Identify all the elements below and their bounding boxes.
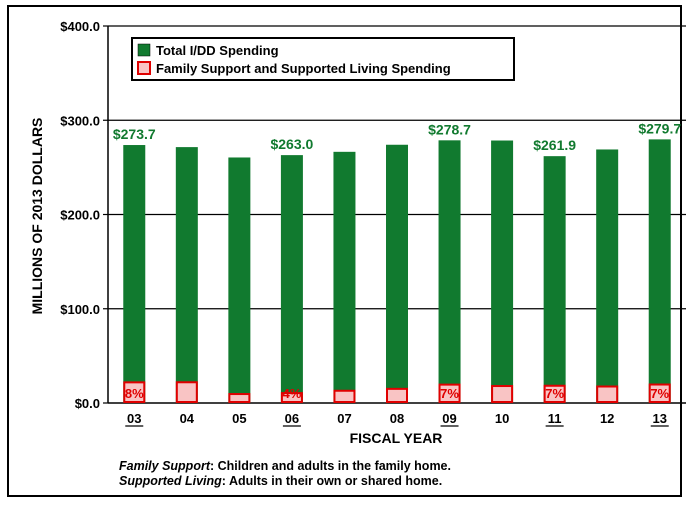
x-tick-label-07: 07 — [337, 411, 351, 426]
bar-family-support-05 — [228, 393, 251, 404]
y-tick-label: $400.0 — [60, 19, 100, 34]
x-tick-label-05: 05 — [232, 411, 246, 426]
x-tick-label-12: 12 — [600, 411, 614, 426]
bar-total-10 — [491, 140, 514, 404]
x-axis-title: FISCAL YEAR — [350, 430, 443, 446]
pct-label-06: 4% — [283, 386, 302, 401]
bar-total-09 — [438, 140, 461, 403]
footnote-term-family-support: Family Support — [119, 459, 210, 473]
footnote-text-family-support: : Children and adults in the family home… — [209, 459, 451, 473]
x-tick-label-06: 06 — [285, 411, 299, 426]
bar-family-support-03 — [123, 381, 146, 404]
x-tick-label-04: 04 — [180, 411, 195, 426]
bar-family-support-04 — [175, 381, 198, 404]
bar-total-12 — [596, 149, 619, 403]
pct-label-13: 7% — [650, 386, 669, 401]
footnote-text-supported-living: : Adults in their own or shared home. — [221, 474, 443, 488]
bar-family-support-12 — [596, 385, 619, 404]
value-label-06: $263.0 — [270, 136, 313, 152]
legend-swatch-total — [137, 43, 151, 57]
pct-label-11: 7% — [545, 386, 564, 401]
labels: $0.0 $100.0 $200.0 $300.0 $400.0 03 04 05 06 07 08… — [60, 19, 681, 427]
bar-family-support-10 — [491, 385, 514, 404]
value-label-11: $261.9 — [533, 137, 576, 153]
y-tick-label: $100.0 — [60, 302, 100, 317]
x-tick-label-03: 03 — [127, 411, 141, 426]
x-tick-label-13: 13 — [652, 411, 666, 426]
bar-total-08 — [386, 144, 408, 403]
legend-swatch-family-support — [137, 61, 151, 75]
legend-box — [131, 37, 515, 81]
legend: Total I/DD Spending Family Support and S… — [131, 37, 515, 81]
legend-label-total: Total I/DD Spending — [156, 43, 279, 58]
bar-total-04 — [175, 147, 198, 403]
bars — [123, 139, 671, 404]
bar-family-support-11 — [543, 384, 566, 404]
bar-family-support-09 — [438, 383, 461, 403]
footnote: Family Support: Children and adults in t… — [119, 459, 451, 489]
bar-family-support-07 — [333, 389, 356, 403]
bar-total-03 — [123, 145, 146, 403]
pct-label-09: 7% — [440, 386, 459, 401]
bar-total-05 — [228, 157, 251, 403]
value-label-09: $278.7 — [428, 121, 471, 137]
y-tick-label: $0.0 — [75, 396, 100, 411]
bar-total-11 — [543, 156, 566, 403]
footnote-line-1: Family Support: Children and adults in t… — [119, 459, 451, 474]
y-axis-title: MILLIONS OF 2013 DOLLARS — [29, 118, 45, 315]
x-tick-label-11: 11 — [548, 411, 562, 426]
value-label-03: $273.7 — [113, 126, 156, 142]
legend-label-family-support: Family Support and Supported Living Spen… — [156, 61, 451, 76]
x-tick-label-08: 08 — [390, 411, 404, 426]
bar-total-07 — [333, 151, 356, 403]
y-tick-label: $300.0 — [60, 113, 100, 128]
bar-total-06 — [280, 155, 303, 403]
y-tick-label: $200.0 — [60, 208, 100, 223]
footnote-term-supported-living: Supported Living — [119, 474, 222, 488]
pct-label-03: 8% — [125, 386, 144, 401]
value-label-13: $279.7 — [638, 120, 681, 136]
footnote-line-2: Supported Living: Adults in their own or… — [119, 474, 451, 489]
x-tick-label-09: 09 — [442, 411, 456, 426]
bar-family-support-06 — [280, 392, 303, 404]
x-tick-label-10: 10 — [495, 411, 509, 426]
bar-family-support-13 — [648, 383, 671, 404]
bar-family-support-08 — [386, 387, 408, 403]
bar-total-13 — [648, 139, 671, 403]
